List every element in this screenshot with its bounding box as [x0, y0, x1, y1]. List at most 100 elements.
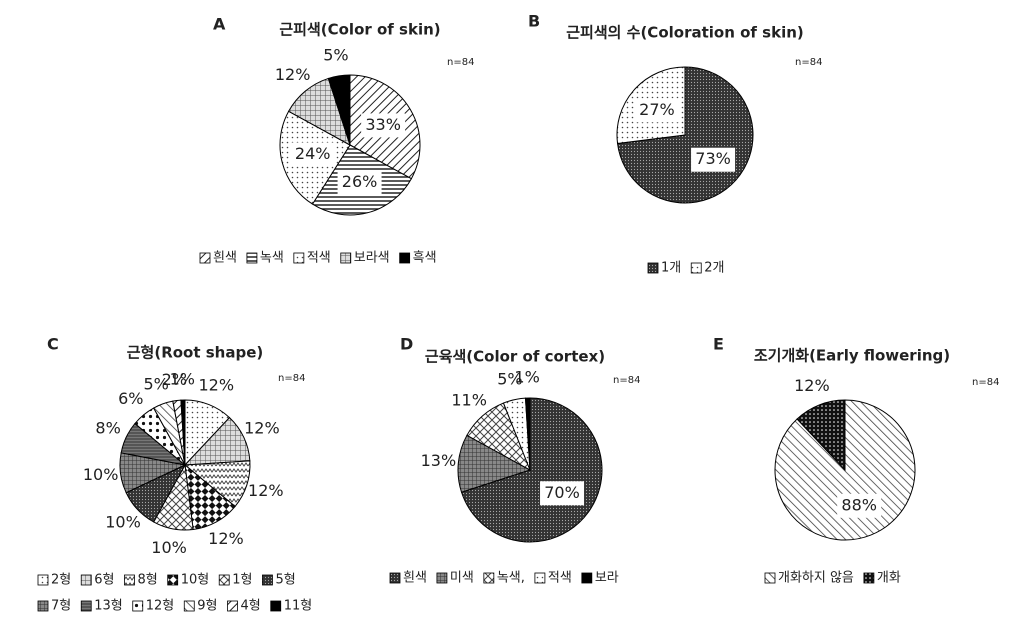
- value-label: 73%: [695, 149, 731, 168]
- value-label: 10%: [105, 513, 141, 532]
- chart-title: 근육색(Color of cortex): [425, 348, 605, 366]
- value-label: 26%: [342, 172, 378, 191]
- label-box: [837, 493, 882, 518]
- panel-letter: C: [47, 335, 59, 354]
- legend-label: 녹색: [260, 251, 284, 266]
- pie-slice: [457, 434, 532, 493]
- chart-title: 조기개화(Early flowering): [754, 347, 950, 365]
- value-label: 12%: [248, 481, 284, 500]
- legend-swatch: [581, 572, 593, 584]
- value-label: 27%: [639, 100, 675, 119]
- value-label: 2%: [162, 370, 187, 389]
- label-box: [337, 170, 382, 195]
- legend-label: 2형: [51, 573, 71, 588]
- legend-label: 개화하지 않음: [778, 571, 854, 586]
- pie-slice: [460, 397, 603, 543]
- legend-swatch: [199, 252, 211, 264]
- legend-swatch: [246, 252, 258, 264]
- legend-swatch: [227, 600, 238, 612]
- legend-swatch: [483, 572, 495, 584]
- legend-label: 적색: [548, 571, 572, 586]
- legend-label: 7형: [51, 599, 71, 614]
- pie-slice: [524, 397, 531, 471]
- legend-label: 1개: [661, 261, 681, 276]
- legend-swatch: [124, 574, 135, 586]
- label-box: [361, 113, 406, 138]
- sample-size: n=84: [795, 57, 822, 68]
- value-label: 88%: [841, 495, 877, 514]
- value-label: 12%: [244, 418, 280, 437]
- legend-label: 13형: [94, 599, 123, 614]
- legend-label: 보라색: [354, 251, 390, 266]
- legend-swatch: [293, 252, 305, 264]
- chart-title: 근피색의 수(Coloration of skin): [566, 24, 804, 42]
- chart-title: 근피색(Color of skin): [279, 21, 440, 39]
- pie-slice: [180, 399, 186, 466]
- legend-label: 6형: [94, 573, 114, 588]
- legend-label: 흰색: [403, 571, 427, 586]
- label-box: [540, 481, 585, 506]
- value-label: 24%: [295, 144, 331, 163]
- legend-label: 흰색: [213, 251, 237, 266]
- value-label: 12%: [199, 375, 235, 394]
- value-label: 12%: [794, 376, 830, 395]
- value-label: 12%: [275, 65, 311, 84]
- label-box: [634, 98, 679, 123]
- value-label: 1%: [514, 368, 539, 387]
- legend-swatch: [270, 600, 282, 612]
- legend-label: 미색: [450, 571, 474, 586]
- legend-label: 흑색: [413, 251, 437, 266]
- value-label: 12%: [208, 529, 244, 548]
- panel-letter: E: [713, 335, 724, 354]
- legend-swatch: [399, 252, 411, 264]
- legend-swatch: [389, 572, 401, 584]
- panel-letter: A: [213, 15, 226, 34]
- pie-slice: [327, 74, 351, 146]
- value-label: 13%: [421, 451, 457, 470]
- value-label: 5%: [144, 375, 169, 394]
- legend-swatch: [37, 600, 49, 612]
- chart-title: 근형(Root shape): [127, 344, 264, 362]
- sample-size: n=84: [447, 57, 474, 68]
- legend-label: 개화: [877, 571, 901, 586]
- legend-label: 8형: [137, 573, 157, 588]
- legend-swatch: [80, 574, 92, 586]
- legend-swatch: [647, 262, 659, 274]
- value-label: 70%: [544, 483, 580, 502]
- legend-swatch: [183, 600, 195, 612]
- legend-swatch: [167, 574, 179, 586]
- legend-label: 적색: [307, 251, 331, 266]
- legend-swatch: [262, 574, 273, 586]
- legend-label: 4형: [241, 599, 261, 614]
- value-label: 1%: [170, 370, 195, 389]
- legend-label: 2개: [704, 261, 724, 276]
- panel-letter: B: [528, 12, 540, 31]
- legend-label: 9형: [197, 599, 217, 614]
- value-label: 33%: [365, 115, 401, 134]
- value-label: 5%: [323, 46, 348, 65]
- legend-label: 녹색,: [497, 571, 525, 586]
- legend-swatch: [218, 574, 230, 586]
- sample-size: n=84: [972, 377, 999, 388]
- legend-swatch: [80, 600, 92, 612]
- legend-swatch: [132, 600, 144, 612]
- value-label: 11%: [451, 390, 487, 409]
- label-box: [290, 142, 335, 167]
- label-box: [691, 147, 736, 172]
- legend-swatch: [436, 572, 448, 584]
- value-label: 10%: [83, 465, 119, 484]
- legend-label: 10형: [181, 573, 210, 588]
- legend-label: 12형: [146, 599, 175, 614]
- legend-swatch: [340, 252, 352, 264]
- legend-swatch: [534, 572, 546, 584]
- legend-label: 보라: [595, 571, 619, 586]
- pie-slice: [796, 399, 846, 472]
- legend-swatch: [37, 574, 49, 586]
- value-label: 5%: [497, 370, 522, 389]
- panel-letter: D: [400, 335, 413, 354]
- value-label: 10%: [151, 538, 187, 557]
- value-label: 8%: [95, 418, 120, 437]
- legend-swatch: [863, 572, 875, 584]
- legend-swatch: [690, 262, 702, 274]
